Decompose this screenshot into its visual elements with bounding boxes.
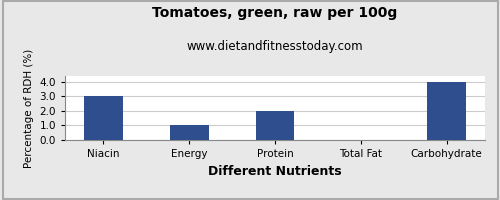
Text: www.dietandfitnesstoday.com: www.dietandfitnesstoday.com [186,40,364,53]
Bar [256,111,294,140]
Text: Tomatoes, green, raw per 100g: Tomatoes, green, raw per 100g [152,6,398,20]
Y-axis label: Percentage of RDH (%): Percentage of RDH (%) [24,48,34,168]
X-axis label: Different Nutrients: Different Nutrients [208,165,342,178]
Bar [170,125,208,140]
Bar [84,96,122,140]
Bar [428,82,466,140]
